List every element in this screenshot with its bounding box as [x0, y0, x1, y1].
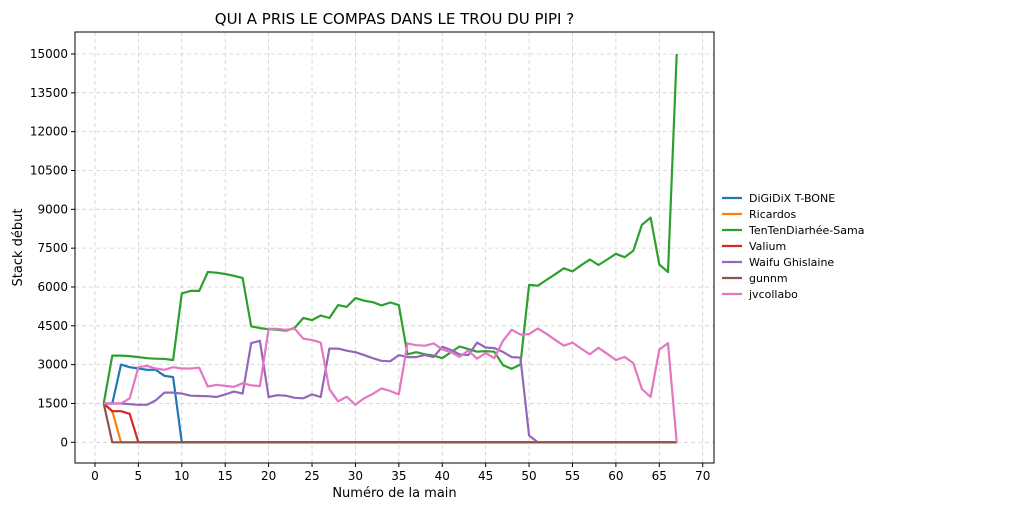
legend-label: Valium: [749, 240, 786, 253]
y-tick-label: 4500: [37, 319, 68, 333]
y-tick-label: 15000: [30, 47, 68, 61]
x-axis-ticks: 0 5 10 15 20 25 30 35 40 45 50 55 60 65 70: [91, 463, 710, 483]
series-line-tentendiarh-e-sama: [102, 53, 678, 404]
x-tick-label: 15: [218, 469, 233, 483]
x-tick-label: 60: [608, 469, 623, 483]
x-tick-label: 25: [304, 469, 319, 483]
x-tick-label: 30: [348, 469, 363, 483]
x-tick-label: 65: [652, 469, 667, 483]
y-axis-label: Stack début: [11, 209, 26, 287]
x-tick-label: 45: [478, 469, 493, 483]
x-tick-label: 0: [91, 469, 99, 483]
series-lines: [102, 53, 678, 444]
legend-label: TenTenDiarhée-Sama: [748, 224, 864, 237]
legend-item: gunnm: [722, 272, 788, 285]
y-axis-ticks: 0 1500 3000 4500 6000 7500 9000 10500 12000 13500…: [30, 47, 75, 449]
series-line-gunnm: [102, 403, 677, 444]
legend-item: Valium: [722, 240, 786, 253]
x-tick-label: 5: [135, 469, 143, 483]
legend-label: Waifu Ghislaine: [749, 256, 834, 269]
legend-label: DiGiDiX T-BONE: [749, 192, 835, 205]
x-tick-label: 35: [391, 469, 406, 483]
x-tick-label: 40: [435, 469, 450, 483]
x-tick-label: 10: [174, 469, 189, 483]
legend-label: Ricardos: [749, 208, 797, 221]
y-tick-label: 12000: [30, 125, 68, 139]
x-tick-label: 55: [565, 469, 580, 483]
legend: DiGiDiX T-BONE Ricardos TenTenDiarhée-Sama…: [722, 192, 864, 301]
y-tick-label: 13500: [30, 86, 68, 100]
legend-label: gunnm: [749, 272, 788, 285]
legend-item: Waifu Ghislaine: [722, 256, 834, 269]
x-axis-label: Numéro de la main: [332, 486, 456, 501]
x-tick-label: 50: [521, 469, 536, 483]
y-tick-label: 3000: [37, 358, 68, 372]
legend-item: DiGiDiX T-BONE: [722, 192, 835, 205]
y-tick-label: 10500: [30, 163, 68, 177]
legend-item: TenTenDiarhée-Sama: [722, 224, 864, 237]
plot-frame: [74, 31, 715, 464]
legend-item: Ricardos: [722, 208, 797, 221]
y-tick-label: 1500: [37, 396, 68, 410]
legend-label: jvcollabo: [748, 288, 798, 301]
y-tick-label: 0: [60, 435, 68, 449]
y-tick-label: 6000: [37, 280, 68, 294]
legend-item: jvcollabo: [722, 288, 798, 301]
x-tick-label: 20: [261, 469, 276, 483]
y-tick-label: 7500: [37, 241, 68, 255]
chart-title: QUI A PRIS LE COMPAS DANS LE TROU DU PIP…: [215, 10, 574, 28]
series-line-jvcollabo: [103, 327, 678, 443]
y-tick-label: 9000: [37, 202, 68, 216]
x-tick-label: 70: [695, 469, 710, 483]
